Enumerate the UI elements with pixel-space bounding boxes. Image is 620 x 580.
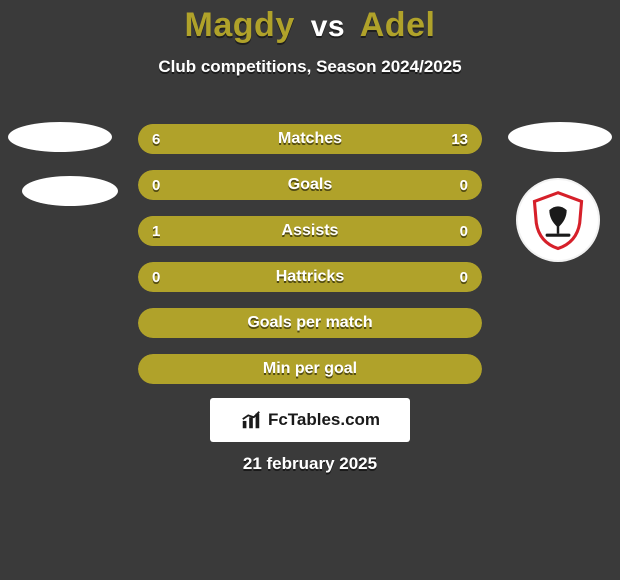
stat-row: Hattricks00 xyxy=(138,262,482,292)
stat-left-fill xyxy=(138,216,482,246)
stat-row: Goals00 xyxy=(138,170,482,200)
chart-icon xyxy=(240,409,262,431)
subtitle: Club competitions, Season 2024/2025 xyxy=(0,57,620,77)
stat-left-fill xyxy=(138,124,247,154)
brand-text: FcTables.com xyxy=(268,410,380,430)
brand-badge: FcTables.com xyxy=(210,398,410,442)
stat-right-fill xyxy=(247,124,482,154)
stat-row: Goals per match xyxy=(138,308,482,338)
player2-logo-placeholder-1 xyxy=(508,122,612,152)
stat-row: Assists10 xyxy=(138,216,482,246)
page-title: Magdy vs Adel xyxy=(0,0,620,45)
stat-track xyxy=(138,262,482,292)
comparison-card: Magdy vs Adel Club competitions, Season … xyxy=(0,0,620,580)
stat-bars: Matches613 Goals00 Assists10 Hattricks00 Goa… xyxy=(138,124,482,400)
player1-logo-placeholder-2 xyxy=(22,176,118,206)
stat-row: Matches613 xyxy=(138,124,482,154)
stat-track xyxy=(138,308,482,338)
stat-row: Min per goal xyxy=(138,354,482,384)
player2-name: Adel xyxy=(360,6,436,44)
shield-icon xyxy=(527,189,589,251)
vs-text: vs xyxy=(311,10,345,43)
player2-club-badge xyxy=(516,178,600,262)
player1-logo-placeholder-1 xyxy=(8,122,112,152)
stat-track xyxy=(138,354,482,384)
player1-name: Magdy xyxy=(185,6,295,44)
date-text: 21 february 2025 xyxy=(0,454,620,474)
stat-track xyxy=(138,170,482,200)
